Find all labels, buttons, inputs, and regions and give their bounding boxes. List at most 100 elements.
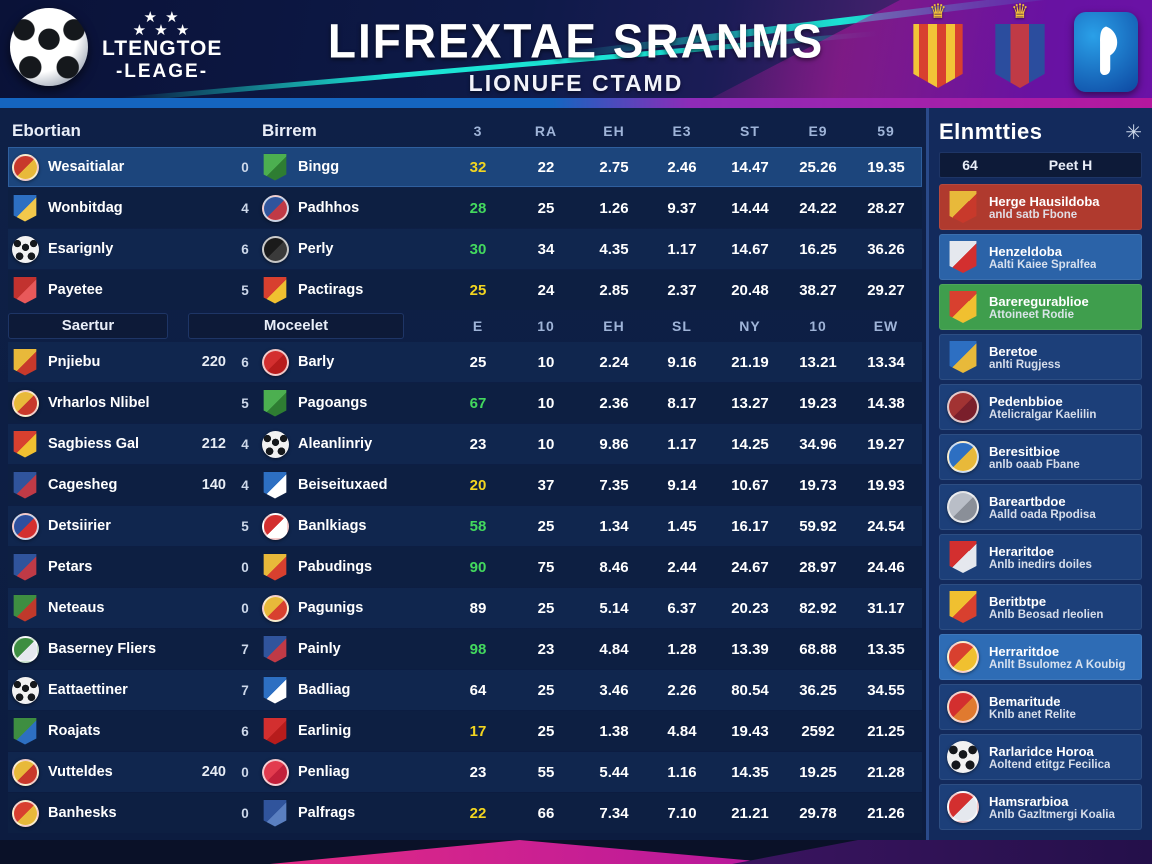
stat-value: 1.45 — [667, 517, 697, 535]
table-row[interactable]: Baserney Fliers 7 Painly 98 23 4.84 1.28 13.39 6… — [8, 629, 922, 669]
tab-saertur[interactable]: Saertur — [8, 313, 168, 339]
table-row[interactable]: Petars 0 Pabudings 90 75 8.46 2.44 24.67 28.97 24… — [8, 547, 922, 587]
stat-value: 82.92 — [799, 599, 837, 617]
sidebar-card[interactable]: Pedenbbioe Atelicralgar Kaelilin — [939, 384, 1142, 430]
stat-value: 14.67 — [731, 240, 769, 258]
table-row[interactable]: Esarignly 6 Perly 30 34 4.35 1.17 14.67 16.25 36.… — [8, 229, 922, 269]
sidebar-meta-count: 64 — [962, 157, 978, 173]
column-header-stat: NY — [739, 318, 761, 334]
team1-name: Wesaitialar — [48, 159, 125, 175]
stat-value: 8.46 — [599, 558, 629, 576]
stat-value: 4.84 — [599, 640, 629, 658]
sidebar-card[interactable]: Heraritdoe Anlb inedirs doiles — [939, 534, 1142, 580]
stat-value: 21.21 — [731, 804, 769, 822]
table-row[interactable]: Wesaitialar 0 Bingg 32 22 2.75 2.46 14.47 25.26 1… — [8, 147, 922, 187]
team2-crest-icon — [263, 799, 287, 827]
team1-crest-icon — [11, 153, 39, 181]
stat-value: 80.54 — [731, 681, 769, 699]
team1-name: Esarignly — [48, 241, 114, 257]
team1-crest-icon — [11, 676, 39, 704]
stat-value: 59.92 — [799, 517, 837, 535]
sidebar-card-crest-icon — [949, 591, 977, 623]
stat-value: 36.25 — [799, 681, 837, 699]
stat-value: 30 — [469, 240, 487, 258]
team2-crest-icon — [263, 717, 287, 745]
stat-value: 24.54 — [867, 517, 905, 535]
sidebar-card[interactable]: Beretoe anlti Rugjess — [939, 334, 1142, 380]
table-row[interactable]: Pnjiebu 220 6 Barly 25 10 2.24 9.16 21.19 13.21 13… — [8, 342, 922, 382]
sidebar-card[interactable]: Beresitbioe anlb oaab Fbane — [939, 434, 1142, 480]
stat-value: 21.19 — [731, 353, 769, 371]
stat-value: 25 — [469, 281, 487, 299]
stat-value: 75 — [537, 558, 555, 576]
stat-value: 5.14 — [599, 599, 629, 617]
sidebar-card-subtitle: Anllt Bsulomez A Koubig — [989, 658, 1126, 671]
stats-table: Ebortian Birrem 3 RA EH E3 ST E9 59 Wesaitialar 0… — [0, 108, 922, 840]
section2-header-row: Saertur Moceelet E 10 EH SL NY 10 EW — [8, 311, 922, 341]
team2-crest-icon — [263, 471, 287, 499]
sidebar-card[interactable]: Bareartbdoe Aalld oada Rpodisa — [939, 484, 1142, 530]
stat-value: 89 — [469, 599, 487, 617]
table-row[interactable]: Wonbitdag 4 Padhhos 28 25 1.26 9.37 14.44 24.22 2… — [8, 188, 922, 228]
stat-value: 68.88 — [799, 640, 837, 658]
table-row[interactable]: Banhesks 0 Palfrags 22 66 7.34 7.10 21.21 29.78 2… — [8, 793, 922, 833]
sidebar-card-crest-icon — [947, 641, 979, 673]
stat-value: 1.17 — [667, 435, 697, 453]
stat-value: 28.97 — [799, 558, 837, 576]
sidebar-card-crest-icon — [949, 191, 977, 223]
sidebar-card-crest-icon — [949, 541, 977, 573]
stat-value: 10.67 — [731, 476, 769, 494]
stat-value: 2.85 — [599, 281, 629, 299]
sidebar-card-text: Herraritdoe Anllt Bsulomez A Koubig — [989, 644, 1126, 671]
table-row[interactable]: Cagesheg 140 4 Beiseituxaed 20 37 7.35 9.14 10.6… — [8, 465, 922, 505]
table-row[interactable]: Vrharlos Nlibel 5 Pagoangs 67 10 2.36 8.17 13.2… — [8, 383, 922, 423]
sidebar-card[interactable]: Bemaritude Knlb anet Relite — [939, 684, 1142, 730]
sidebar-card-crest-icon — [947, 491, 979, 523]
sidebar-card[interactable]: Henzeldoba Aalti Kaiee Spralfea — [939, 234, 1142, 280]
stat-value: 25 — [537, 199, 555, 217]
stat-value: 34.55 — [867, 681, 905, 699]
stat-value: 10 — [537, 394, 555, 412]
row-small-number: 6 — [241, 241, 249, 257]
row-small-number: 0 — [241, 764, 249, 780]
table-row[interactable]: Sagbiess Gal 212 4 Aleanlinriy 23 10 9.86 1.17 1… — [8, 424, 922, 464]
column-header-stat: E9 — [808, 123, 828, 139]
stat-value: 37 — [537, 476, 555, 494]
stat-value: 1.26 — [599, 199, 629, 217]
team1-crest-icon — [11, 235, 39, 263]
stat-value: 7.10 — [667, 804, 697, 822]
column-header-stat: 59 — [877, 123, 895, 139]
star-icon[interactable]: ✳ — [1125, 121, 1142, 144]
stat-value: 25 — [469, 353, 487, 371]
sidebar-card-crest-icon — [949, 291, 977, 323]
table-row[interactable]: Payetee 5 Pactirags 25 24 2.85 2.37 20.48 38.27 2… — [8, 270, 922, 310]
row-small-number: 0 — [241, 600, 249, 616]
column-header-stat: SL — [672, 318, 692, 334]
sidebar-card-text: Beritbtpe Anlb Beosad rleolien — [989, 594, 1103, 621]
stat-value: 23 — [469, 763, 487, 781]
stat-value: 10 — [537, 435, 555, 453]
sidebar-card[interactable]: Beritbtpe Anlb Beosad rleolien — [939, 584, 1142, 630]
table-row[interactable]: Neteaus 0 Pagunigs 89 25 5.14 6.37 20.23 82.92 31… — [8, 588, 922, 628]
team2-name: Earlinig — [298, 723, 352, 739]
sidebar-card[interactable]: Bareregurablioe Attoineet Rodie — [939, 284, 1142, 330]
column-header-stat: ST — [740, 123, 760, 139]
stat-value: 1.17 — [667, 240, 697, 258]
stat-value: 7.35 — [599, 476, 629, 494]
sidebar-card[interactable]: Hamsrarbioa Anlb Gazltmergi Koalia — [939, 784, 1142, 830]
stat-value: 2.46 — [667, 158, 697, 176]
club-crest-striped-icon: ♛ — [910, 2, 966, 88]
table-row[interactable]: Vutteldes 240 0 Penliag 23 55 5.44 1.16 14.35 19.… — [8, 752, 922, 792]
team2-name: Badliag — [298, 682, 351, 698]
tab-moceelet[interactable]: Moceelet — [188, 313, 404, 339]
team1-extra-number: 220 — [201, 354, 226, 370]
sidebar-card[interactable]: Rarlaridce Horoa Aoltend etitgz Fecilica — [939, 734, 1142, 780]
sidebar-card[interactable]: Herraritdoe Anllt Bsulomez A Koubig — [939, 634, 1142, 680]
sidebar-meta-label: Peet H — [1048, 157, 1093, 173]
table-row[interactable]: Eattaettiner 7 Badliag 64 25 3.46 2.26 80.54 36.… — [8, 670, 922, 710]
sidebar-card[interactable]: Herge Hausildoba anld satb Fbone — [939, 184, 1142, 230]
column-header-stat: EW — [873, 318, 899, 334]
table-row[interactable]: Detsiirier 5 Banlkiags 58 25 1.34 1.45 16.17 59.… — [8, 506, 922, 546]
stat-value: 14.35 — [731, 763, 769, 781]
table-row[interactable]: Roajats 6 Earlinig 17 25 1.38 4.84 19.43 2592 21.… — [8, 711, 922, 751]
